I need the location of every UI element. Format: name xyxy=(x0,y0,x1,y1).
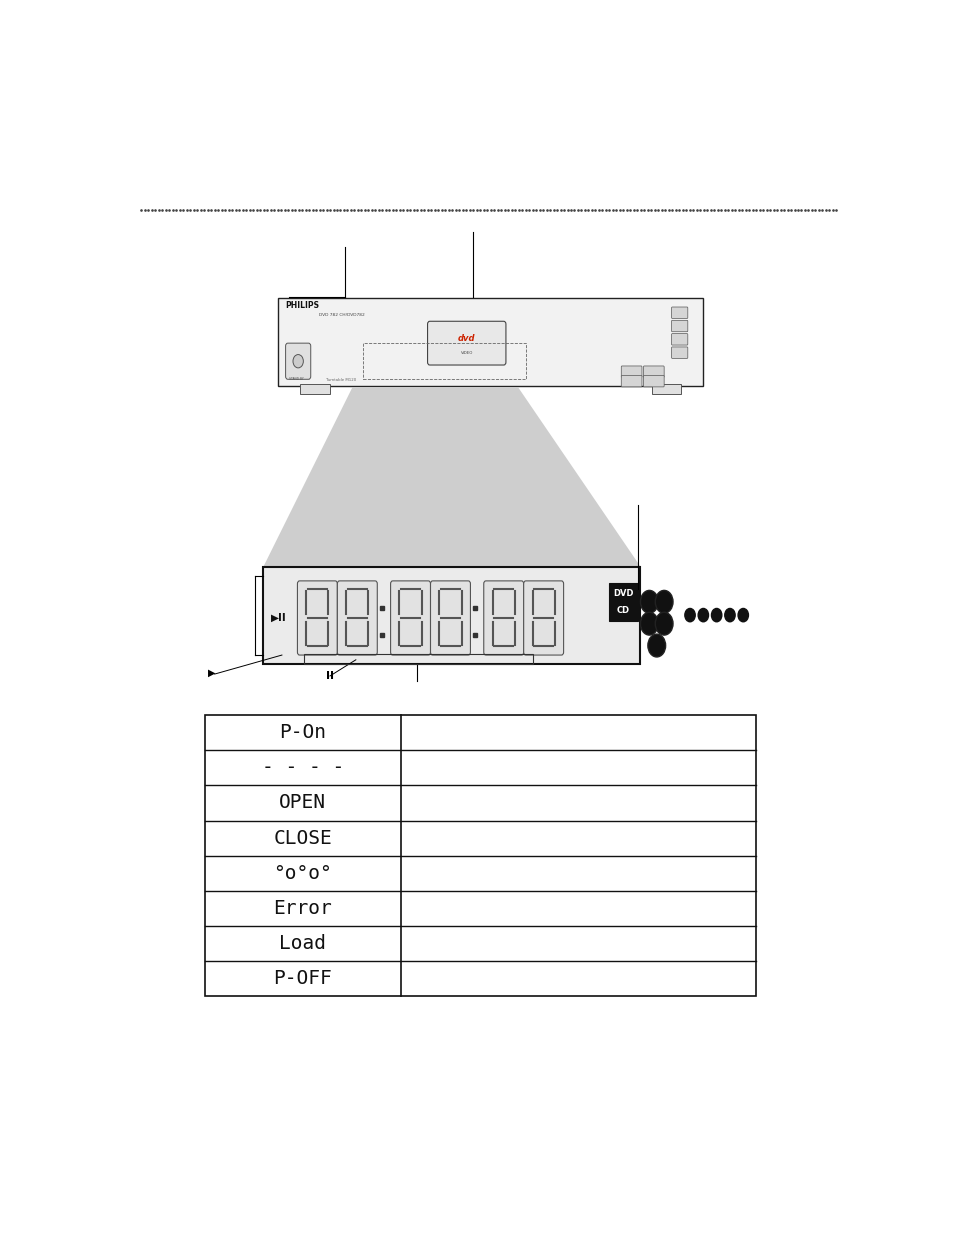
FancyBboxPatch shape xyxy=(642,375,663,387)
FancyBboxPatch shape xyxy=(671,347,687,358)
Text: CD: CD xyxy=(617,605,629,615)
Text: PHILIPS: PHILIPS xyxy=(285,301,319,310)
Text: P-On: P-On xyxy=(279,722,326,742)
Bar xyxy=(278,299,702,385)
Bar xyxy=(651,384,680,394)
Circle shape xyxy=(724,609,735,621)
Bar xyxy=(300,384,330,394)
Bar xyxy=(363,343,525,379)
FancyBboxPatch shape xyxy=(483,580,523,655)
Text: Load: Load xyxy=(279,934,326,953)
Circle shape xyxy=(655,590,672,614)
Bar xyxy=(608,583,638,621)
Circle shape xyxy=(293,354,303,368)
Bar xyxy=(304,655,533,663)
Text: Turntable M120: Turntable M120 xyxy=(326,378,356,382)
Circle shape xyxy=(655,613,672,635)
Text: dvd: dvd xyxy=(457,335,475,343)
Text: DVD: DVD xyxy=(613,589,633,598)
Bar xyxy=(263,567,639,663)
Circle shape xyxy=(698,609,708,621)
Text: CLOSE: CLOSE xyxy=(274,829,332,847)
FancyBboxPatch shape xyxy=(285,343,311,379)
FancyBboxPatch shape xyxy=(523,580,563,655)
FancyBboxPatch shape xyxy=(671,320,687,332)
Text: ▶II: ▶II xyxy=(271,613,286,622)
Circle shape xyxy=(647,634,665,657)
Text: Error: Error xyxy=(274,899,332,918)
FancyBboxPatch shape xyxy=(671,308,687,319)
Text: DVD 782 CH/DVD782: DVD 782 CH/DVD782 xyxy=(318,312,364,316)
Text: II: II xyxy=(326,671,334,680)
Bar xyxy=(205,715,755,997)
Polygon shape xyxy=(263,388,639,567)
FancyBboxPatch shape xyxy=(671,333,687,345)
Text: ▶: ▶ xyxy=(208,668,215,678)
Text: °o°o°: °o°o° xyxy=(274,863,332,883)
Text: VIDEO: VIDEO xyxy=(460,351,473,354)
Circle shape xyxy=(639,590,658,614)
FancyBboxPatch shape xyxy=(390,580,430,655)
FancyBboxPatch shape xyxy=(427,321,505,366)
Text: OPEN: OPEN xyxy=(279,793,326,813)
Circle shape xyxy=(639,613,658,635)
FancyBboxPatch shape xyxy=(620,366,641,378)
Circle shape xyxy=(738,609,748,621)
FancyBboxPatch shape xyxy=(337,580,376,655)
FancyBboxPatch shape xyxy=(642,366,663,378)
FancyBboxPatch shape xyxy=(297,580,337,655)
Text: - - - -: - - - - xyxy=(261,758,343,777)
FancyBboxPatch shape xyxy=(430,580,470,655)
Text: P-OFF: P-OFF xyxy=(274,969,332,988)
Circle shape xyxy=(711,609,721,621)
FancyBboxPatch shape xyxy=(620,375,641,387)
Circle shape xyxy=(684,609,695,621)
Text: STAND BY: STAND BY xyxy=(289,377,304,382)
